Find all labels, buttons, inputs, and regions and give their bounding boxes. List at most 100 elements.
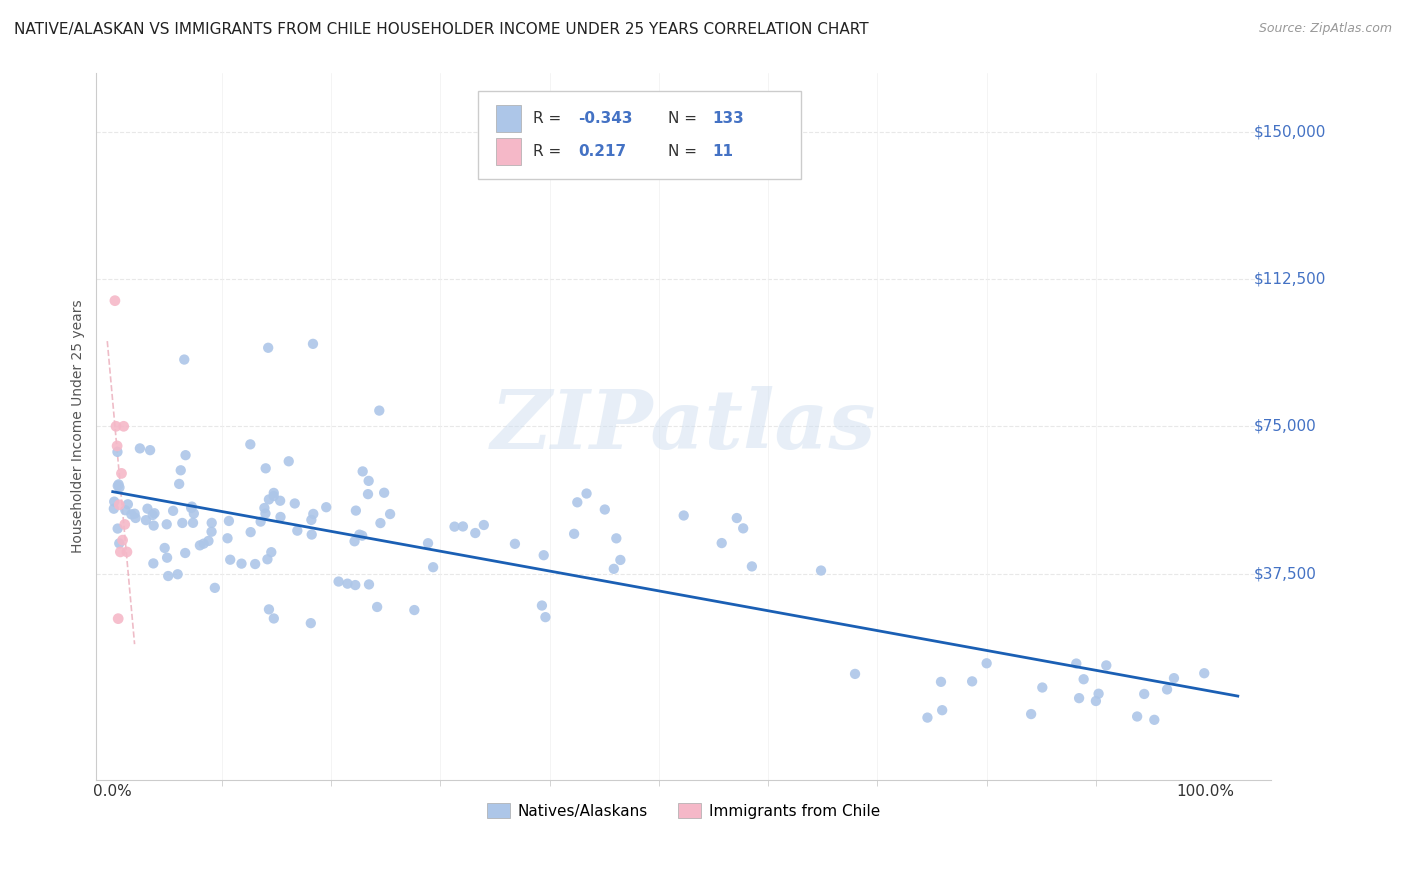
Point: [472, 518, 495, 533]
FancyBboxPatch shape: [495, 138, 522, 165]
Point: [156, 550, 179, 565]
Point: [156, 517, 179, 532]
Point: [301, 527, 323, 541]
Point: [253, 501, 276, 516]
Point: [108, 480, 131, 494]
Point: [533, 548, 555, 562]
Point: [142, 557, 165, 571]
Point: [104, 293, 127, 308]
Point: [352, 529, 374, 543]
Point: [153, 541, 176, 555]
Point: [575, 486, 598, 500]
Point: [404, 603, 426, 617]
Point: [107, 477, 129, 491]
Point: [1133, 687, 1156, 701]
Point: [349, 527, 371, 541]
Point: [328, 574, 350, 589]
Point: [217, 531, 239, 545]
Point: [172, 516, 194, 530]
Point: [239, 437, 262, 451]
Point: [157, 569, 180, 583]
Text: 11: 11: [713, 144, 734, 159]
Point: [1126, 709, 1149, 723]
Point: [108, 498, 131, 512]
Point: [357, 577, 380, 591]
Point: [200, 524, 222, 539]
Point: [277, 454, 299, 468]
Point: [302, 336, 325, 351]
Point: [257, 602, 280, 616]
Point: [315, 500, 337, 515]
Point: [115, 545, 138, 559]
Point: [733, 521, 755, 535]
Point: [368, 403, 391, 417]
Point: [110, 467, 132, 481]
Point: [609, 553, 631, 567]
Point: [219, 552, 242, 566]
Point: [204, 581, 226, 595]
Point: [193, 536, 215, 550]
Point: [269, 510, 291, 524]
Point: [135, 513, 157, 527]
Point: [299, 616, 322, 631]
Point: [107, 522, 129, 536]
Point: [180, 500, 202, 514]
Point: [1019, 707, 1042, 722]
Point: [741, 559, 763, 574]
Point: [357, 474, 380, 488]
Point: [299, 513, 322, 527]
Point: [166, 567, 188, 582]
Point: [108, 536, 131, 550]
Y-axis label: Householder Income Under 25 years: Householder Income Under 25 years: [72, 300, 86, 553]
Point: [1031, 681, 1053, 695]
Point: [443, 519, 465, 533]
Text: 133: 133: [713, 111, 745, 126]
Point: [1156, 682, 1178, 697]
Point: [1067, 691, 1090, 706]
Point: [188, 538, 211, 552]
Point: [183, 507, 205, 521]
Point: [352, 464, 374, 478]
Point: [1073, 672, 1095, 686]
Point: [263, 611, 285, 625]
Point: [254, 461, 277, 475]
Point: [343, 534, 366, 549]
Text: N =: N =: [668, 111, 702, 126]
Text: $150,000: $150,000: [1254, 124, 1326, 139]
Point: [107, 612, 129, 626]
Point: [672, 508, 695, 523]
Point: [810, 564, 832, 578]
Point: [603, 562, 626, 576]
Point: [170, 463, 193, 477]
Text: 0.217: 0.217: [578, 144, 626, 159]
Text: NATIVE/ALASKAN VS IMMIGRANTS FROM CHILE HOUSEHOLDER INCOME UNDER 25 YEARS CORREL: NATIVE/ALASKAN VS IMMIGRANTS FROM CHILE …: [14, 22, 869, 37]
Point: [257, 341, 280, 355]
Point: [107, 479, 129, 493]
Point: [243, 557, 266, 571]
Point: [1087, 687, 1109, 701]
Point: [929, 674, 952, 689]
Point: [263, 486, 285, 500]
Point: [197, 533, 219, 548]
Point: [142, 508, 165, 522]
Point: [451, 519, 474, 533]
Point: [167, 477, 190, 491]
Point: [373, 485, 395, 500]
Point: [231, 557, 253, 571]
Point: [344, 503, 367, 517]
Point: [593, 502, 616, 516]
Point: [503, 537, 526, 551]
Point: [464, 526, 486, 541]
Point: [180, 500, 202, 515]
Point: [103, 494, 125, 508]
Point: [201, 516, 224, 530]
Point: [960, 674, 983, 689]
Point: [256, 552, 278, 566]
Point: [249, 515, 271, 529]
Point: [725, 511, 748, 525]
Text: $112,500: $112,500: [1254, 271, 1326, 286]
Text: Source: ZipAtlas.com: Source: ZipAtlas.com: [1258, 22, 1392, 36]
Point: [1163, 671, 1185, 685]
Text: -0.343: -0.343: [578, 111, 633, 126]
Point: [931, 703, 953, 717]
